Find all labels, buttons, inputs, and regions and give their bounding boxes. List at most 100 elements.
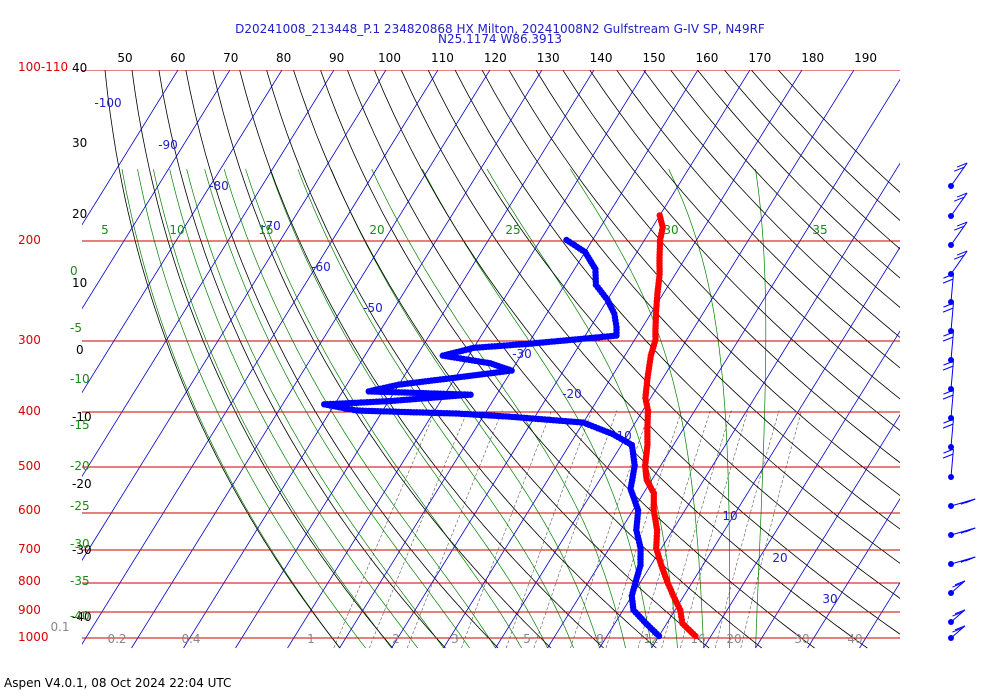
moist-adiabat-line — [668, 169, 730, 648]
mixing-ratio-label: 2 — [392, 632, 400, 646]
wind-barb-flag — [942, 394, 954, 400]
wind-barb — [950, 625, 966, 639]
wind-barb-flag — [942, 278, 954, 284]
isotherm-label: 10 — [722, 509, 737, 523]
mixing-ratio-line — [533, 410, 618, 649]
top-axis-tick-label: 190 — [854, 51, 877, 65]
dry-adiabat-line — [562, 70, 900, 431]
dry-adiabat-line — [643, 70, 900, 338]
altitude-tick-label: 20 — [72, 207, 87, 221]
altitude-tick-label: -40 — [72, 610, 92, 624]
wind-barb-flag — [956, 162, 968, 168]
dry-adiabat-line — [481, 70, 900, 530]
dewpoint-point — [655, 632, 663, 640]
altitude-tick-label: 40 — [72, 61, 87, 75]
wind-barb-shaft — [950, 250, 968, 275]
moist-adiabat-label: 10 — [169, 223, 184, 237]
theta-e-label: -25 — [70, 499, 90, 513]
top-axis-tick-label: 160 — [695, 51, 718, 65]
isotherm-label: -30 — [512, 347, 532, 361]
isotherm-label: -70 — [261, 219, 281, 233]
isotherm-line — [443, 70, 803, 649]
dry-adiabat-line — [589, 70, 900, 400]
wind-barb-shaft — [950, 449, 954, 478]
wind-barb — [942, 302, 954, 332]
dry-adiabat-line — [508, 70, 900, 497]
theta-e-label: 0 — [70, 264, 78, 278]
wind-barb-flag — [960, 528, 972, 534]
mixing-ratio-line — [605, 410, 682, 649]
dry-adiabat-line — [104, 70, 341, 649]
top-axis-tick-label: 120 — [484, 51, 507, 65]
moist-adiabat-line — [755, 169, 767, 648]
altitude-tick-label: 30 — [72, 136, 87, 150]
wind-barb-shaft — [950, 303, 954, 332]
top-axis-tick-label: 130 — [537, 51, 560, 65]
top-axis-tick-label: 70 — [223, 51, 238, 65]
dry-adiabat-line — [535, 70, 900, 464]
wind-barb — [942, 448, 954, 478]
dry-adiabats — [104, 70, 900, 649]
top-axis-tick-label: 170 — [748, 51, 771, 65]
footer-text: Aspen V4.0.1, 08 Oct 2024 22:04 UTC — [4, 676, 232, 690]
wind-barb-shaft — [950, 625, 966, 639]
wind-barb-flag — [954, 625, 966, 631]
dry-adiabat-line — [293, 70, 710, 649]
isotherm-label: -80 — [209, 179, 229, 193]
dry-adiabat-line — [427, 70, 900, 599]
top-axis-tick-label: 60 — [170, 51, 185, 65]
wind-barb-flag — [953, 225, 965, 231]
isotherm-line — [755, 414, 900, 649]
altitude-tick-label: -10 — [72, 410, 92, 424]
isotherm-line — [651, 246, 900, 649]
wind-barb-flag — [956, 192, 968, 198]
wind-barb-shaft — [950, 609, 966, 623]
chart-title-line2: N25.1174 W86.3913 — [438, 32, 562, 46]
dry-adiabat-line — [373, 70, 868, 649]
dewpoint-series — [321, 236, 663, 640]
dry-adiabat-line — [320, 70, 763, 649]
mixing-ratio-line — [740, 410, 802, 649]
mixing-ratio-label: 0.2 — [107, 632, 126, 646]
wind-barb — [950, 527, 976, 536]
wind-barb-shaft — [950, 390, 954, 419]
top-axis-tick-label: 180 — [801, 51, 824, 65]
moist-adiabat-line — [371, 169, 626, 649]
wind-barb-flag — [952, 611, 963, 617]
mixing-ratio-line — [461, 410, 552, 649]
isotherm-label: 30 — [822, 592, 837, 606]
mixing-ratio-label: 0.4 — [181, 632, 200, 646]
pressure-tick-label: 900 — [18, 603, 41, 617]
mixing-ratio-label: 30 — [794, 632, 809, 646]
theta-e-label: -35 — [70, 574, 90, 588]
moist-adiabat-line — [169, 169, 418, 649]
wind-barb — [950, 250, 968, 275]
theta-e-label: -20 — [70, 459, 90, 473]
temperature-series — [641, 212, 699, 640]
altitude-tick-label: 10 — [72, 276, 87, 290]
mixing-ratio-label: 20 — [726, 632, 741, 646]
isotherm-line — [495, 70, 855, 649]
mixing-ratio-line — [715, 410, 780, 649]
isotherm-line — [703, 330, 900, 649]
isotherm-line — [183, 70, 543, 649]
moist-adiabat-label: 5 — [101, 223, 109, 237]
isotherm-line — [287, 70, 647, 649]
theta-e-label: -40 — [70, 609, 90, 623]
isotherm-line — [547, 78, 900, 649]
wind-barb-flag — [942, 365, 954, 371]
dry-adiabat-line — [670, 70, 900, 308]
wind-barb-flag — [943, 389, 954, 395]
temperature-point — [692, 632, 699, 640]
mixing-ratio-line — [680, 410, 749, 649]
wind-barb-flag — [943, 302, 954, 308]
wind-barb-flag — [942, 423, 954, 429]
wind-barbs — [942, 162, 976, 641]
wind-barb — [950, 221, 968, 246]
wind-barb-shaft — [950, 162, 968, 187]
dry-adiabat-line — [212, 70, 552, 649]
moist-adiabat-line — [223, 169, 496, 649]
moist-adiabat-line — [204, 169, 470, 649]
moist-adiabat-line — [570, 169, 704, 649]
pressure-tick-label: 800 — [18, 574, 41, 588]
